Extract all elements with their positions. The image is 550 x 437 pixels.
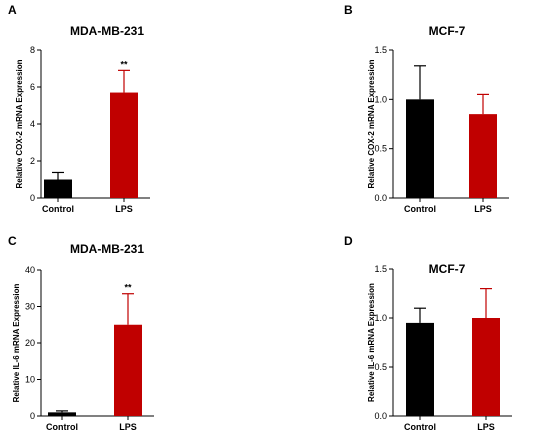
- x-tick-label: Control: [42, 204, 74, 214]
- y-tick-label: 10: [25, 375, 35, 385]
- y-tick-label: 2: [30, 156, 35, 166]
- x-tick-label: LPS: [474, 204, 492, 214]
- y-tick-label: 1.0: [374, 94, 387, 104]
- x-tick-label: Control: [404, 204, 436, 214]
- x-tick-label: Control: [46, 422, 78, 432]
- chart-title: MDA-MB-231: [70, 24, 144, 38]
- x-tick-label: LPS: [115, 204, 133, 214]
- bar-control: [406, 323, 434, 416]
- x-tick-label: LPS: [477, 422, 495, 432]
- chart-title: MCF-7: [429, 24, 466, 38]
- y-tick-label: 0.5: [374, 362, 387, 372]
- significance-label: **: [120, 59, 128, 69]
- y-tick-label: 40: [25, 265, 35, 275]
- y-tick-label: 0: [30, 411, 35, 421]
- y-axis-label: Relative COX-2 mRNA Expression: [367, 59, 376, 188]
- y-tick-label: 0: [30, 193, 35, 203]
- x-tick-label: LPS: [119, 422, 137, 432]
- bar-control: [44, 180, 72, 199]
- panel-letter: C: [8, 234, 17, 248]
- bar-control: [406, 99, 434, 198]
- y-axis-label: Relative COX-2 mRNA Expression: [15, 59, 24, 188]
- x-tick-label: Control: [404, 422, 436, 432]
- panel-letter: D: [344, 234, 353, 248]
- y-tick-label: 0.0: [374, 411, 387, 421]
- y-tick-label: 0.5: [374, 144, 387, 154]
- chart-title: MCF-7: [429, 262, 466, 276]
- y-tick-label: 1.5: [374, 45, 387, 55]
- chart-title: MDA-MB-231: [70, 242, 144, 256]
- significance-label: **: [124, 283, 132, 293]
- y-tick-label: 4: [30, 119, 35, 129]
- panel-letter: B: [344, 3, 353, 17]
- y-tick-label: 6: [30, 82, 35, 92]
- bar-lps: [114, 325, 142, 416]
- y-tick-label: 1.0: [374, 313, 387, 323]
- y-axis-label: Relative IL-6 mRNA Expression: [12, 283, 21, 402]
- bar-lps: [110, 93, 138, 198]
- y-tick-label: 20: [25, 338, 35, 348]
- y-tick-label: 1.5: [374, 264, 387, 274]
- bar-lps: [472, 318, 500, 416]
- panel-letter: A: [8, 3, 17, 17]
- y-axis-label: Relative IL-6 mRNA Expression: [367, 283, 376, 402]
- y-tick-label: 30: [25, 302, 35, 312]
- bar-lps: [469, 114, 497, 198]
- y-tick-label: 0.0: [374, 193, 387, 203]
- y-tick-label: 8: [30, 45, 35, 55]
- bar-control: [48, 412, 76, 416]
